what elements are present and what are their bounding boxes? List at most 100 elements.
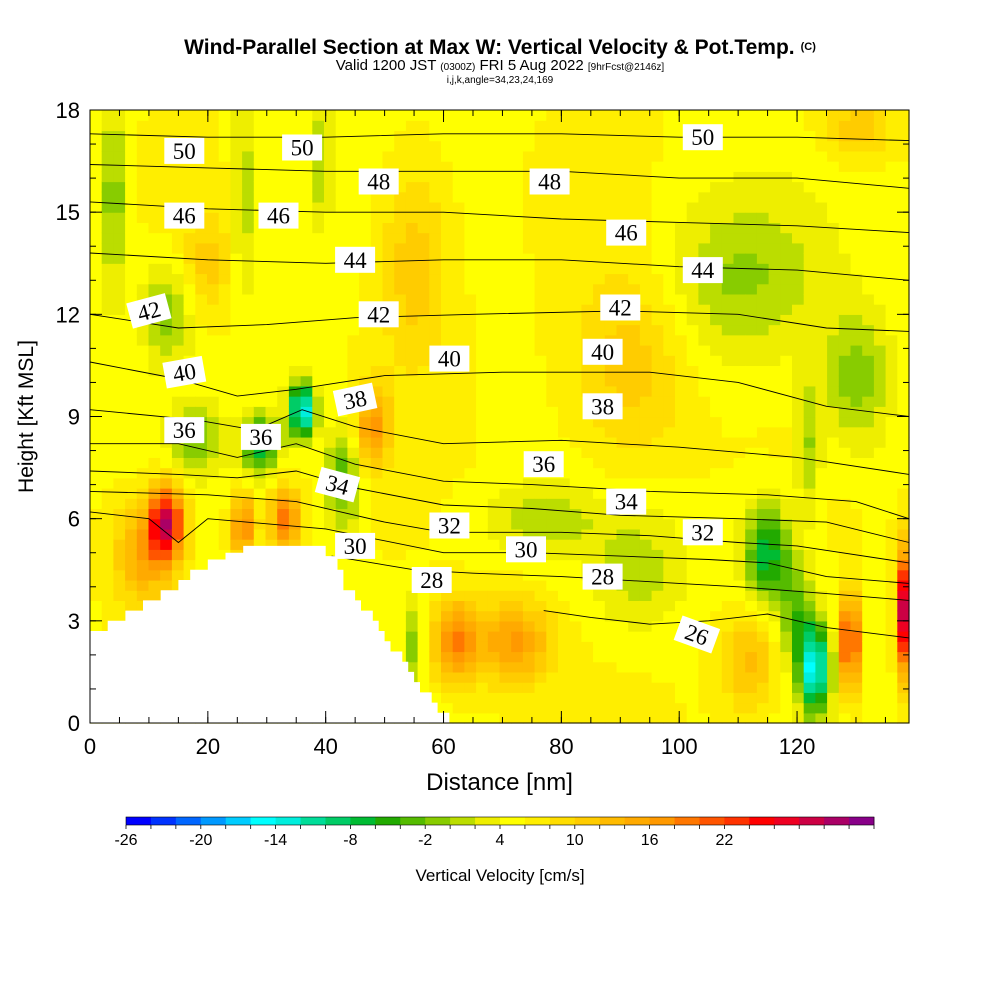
velocity-cell [335, 161, 348, 172]
velocity-cell [698, 385, 711, 397]
velocity-cell [277, 406, 290, 418]
velocity-cell [733, 467, 746, 479]
velocity-cell [686, 549, 699, 561]
velocity-cell [768, 232, 781, 244]
velocity-cell [417, 559, 430, 571]
velocity-cell [581, 416, 594, 428]
velocity-cell [405, 283, 419, 295]
velocity-cell [242, 416, 255, 428]
velocity-cell [452, 242, 465, 254]
velocity-cell [546, 304, 559, 315]
velocity-cell [277, 436, 290, 448]
velocity-cell [429, 304, 442, 315]
velocity-cell [288, 263, 302, 275]
velocity-cell [277, 467, 290, 479]
velocity-cell [628, 518, 641, 530]
velocity-cell [113, 385, 126, 397]
velocity-cell [546, 712, 559, 724]
velocity-cell [698, 242, 711, 254]
velocity-cell [113, 355, 126, 367]
velocity-cell [815, 477, 828, 489]
velocity-cell [698, 569, 711, 581]
velocity-cell [312, 283, 325, 295]
velocity-cell [546, 600, 559, 612]
velocity-cell [733, 293, 746, 305]
velocity-cell [733, 488, 746, 499]
velocity-cell [827, 140, 840, 152]
velocity-cell [148, 406, 161, 418]
velocity-cell [604, 385, 618, 397]
velocity-cell [300, 334, 313, 346]
velocity-cell [756, 396, 770, 407]
velocity-cell [499, 610, 512, 622]
velocity-cell [792, 620, 805, 632]
velocity-cell [885, 467, 898, 479]
velocity-cell [195, 191, 208, 203]
velocity-cell [101, 273, 114, 285]
velocity-cell [534, 242, 547, 254]
velocity-cell [675, 212, 688, 223]
velocity-cell [639, 671, 653, 683]
velocity-cell [534, 365, 547, 377]
velocity-cell [534, 385, 547, 397]
velocity-cell [815, 447, 828, 458]
velocity-cell [429, 447, 442, 458]
velocity-cell [768, 181, 781, 193]
velocity-cell [546, 539, 559, 550]
velocity-cell [593, 253, 606, 264]
velocity-cell [230, 365, 243, 377]
velocity-cell [90, 549, 103, 561]
velocity-cell [347, 283, 360, 295]
velocity-cell [686, 651, 699, 663]
velocity-cell [464, 334, 477, 346]
velocity-cell [370, 365, 384, 377]
isentrope-lines [89, 133, 910, 639]
velocity-cell [394, 457, 407, 469]
velocity-cell [230, 436, 243, 448]
velocity-cell [803, 600, 816, 612]
velocity-cell [675, 508, 688, 520]
velocity-cell [417, 590, 430, 601]
velocity-cell [827, 396, 840, 407]
velocity-cell [827, 692, 840, 704]
velocity-cell [522, 620, 536, 632]
contour-label: 50 [282, 134, 323, 161]
velocity-cell [359, 467, 372, 479]
velocity-cell [160, 498, 173, 510]
velocity-cell [827, 130, 840, 142]
velocity-cell [639, 416, 653, 428]
velocity-cell [604, 324, 618, 336]
velocity-cell [522, 161, 536, 172]
velocity-cell [792, 671, 805, 683]
velocity-cell [394, 242, 407, 254]
velocity-cell [593, 498, 606, 510]
colorbar-swatch [375, 817, 401, 825]
velocity-cell [862, 344, 875, 356]
velocity-cell [476, 324, 489, 336]
velocity-cell [768, 344, 781, 356]
velocity-cell [101, 467, 114, 479]
velocity-cell [534, 406, 547, 418]
velocity-cell [195, 488, 208, 499]
contour-label-text: 46 [267, 204, 290, 229]
velocity-cell [324, 539, 337, 550]
velocity-cell [569, 191, 582, 203]
velocity-cell [651, 692, 664, 704]
velocity-cell [452, 385, 465, 397]
y-tick-label: 18 [56, 98, 80, 123]
velocity-cell [90, 396, 103, 407]
velocity-cell [324, 426, 337, 438]
velocity-cell [300, 539, 313, 550]
velocity-cell [558, 539, 571, 550]
velocity-cell [581, 232, 594, 244]
velocity-cell [733, 140, 746, 152]
velocity-cell [324, 498, 337, 510]
velocity-cell [593, 477, 606, 489]
velocity-cell [581, 375, 594, 387]
velocity-cell [628, 712, 641, 724]
velocity-cell [125, 344, 138, 356]
velocity-cell [382, 273, 395, 285]
velocity-cell [768, 201, 781, 213]
velocity-cell [125, 488, 138, 499]
